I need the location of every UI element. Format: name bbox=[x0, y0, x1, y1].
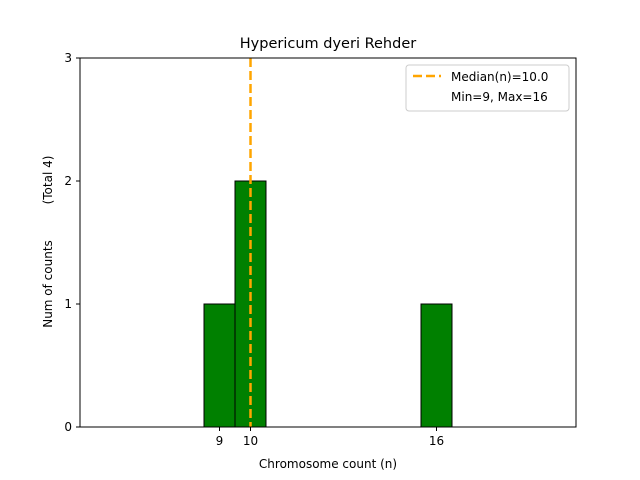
histogram-bar-16 bbox=[420, 303, 453, 428]
plot-area bbox=[95, 58, 545, 428]
histogram-bar-9 bbox=[203, 303, 236, 428]
y-axis-total-note: (Total 4) bbox=[41, 156, 55, 205]
x-tick-label: 9 bbox=[216, 434, 224, 448]
legend: Median(n)=10.0 Min=9, Max=16 bbox=[405, 64, 570, 112]
y-tick-label: 2 bbox=[64, 174, 72, 188]
y-tick-label: 1 bbox=[64, 297, 72, 311]
legend-box bbox=[405, 64, 570, 112]
chart-title: Hypericum dyeri Rehder bbox=[240, 36, 416, 52]
legend-median-label: Median(n)=10.0 bbox=[451, 70, 548, 84]
legend-minmax-label: Min=9, Max=16 bbox=[451, 90, 548, 104]
y-axis-label: Num of counts bbox=[41, 240, 55, 328]
x-tick-label: 16 bbox=[429, 434, 444, 448]
axis-ticks: 9 10 16 0 1 2 3 bbox=[64, 51, 444, 448]
y-tick-label: 0 bbox=[64, 420, 72, 434]
x-axis-label: Chromosome count (n) bbox=[259, 457, 397, 471]
x-tick-label: 10 bbox=[243, 434, 258, 448]
axes-frame bbox=[79, 57, 577, 428]
y-tick-label: 3 bbox=[64, 51, 72, 65]
